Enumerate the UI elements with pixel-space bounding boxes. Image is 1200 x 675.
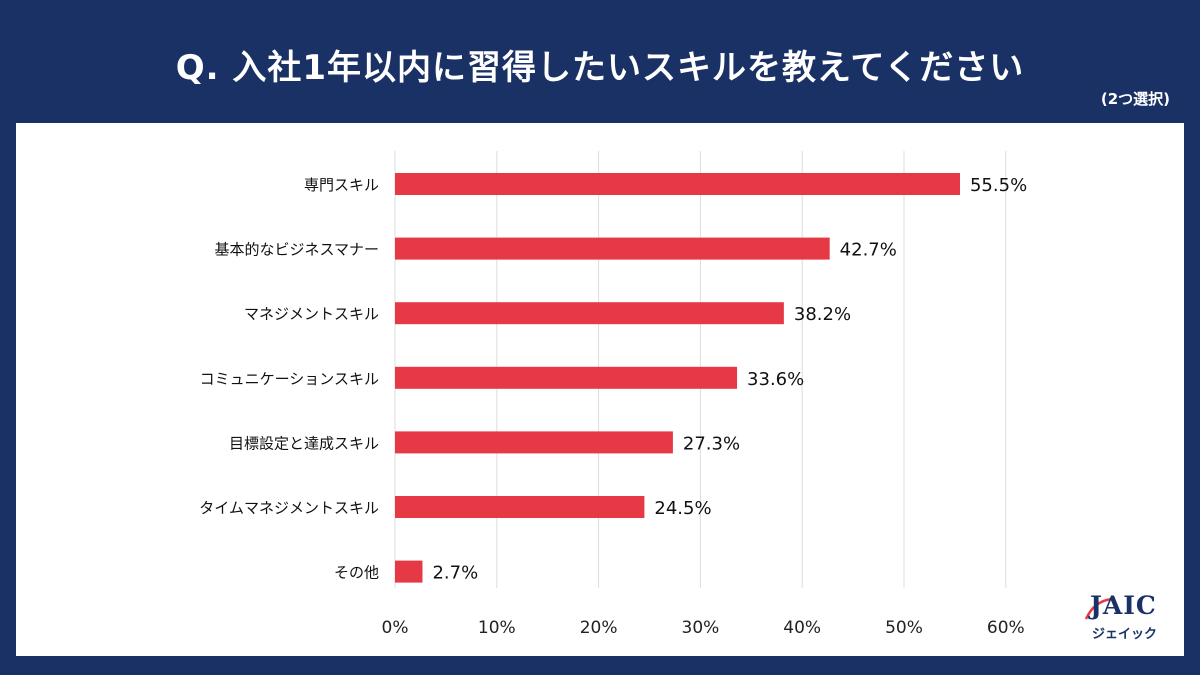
jaic-logo: JAIC ジェイック [1082,591,1166,647]
x-tick-label: 10% [478,618,516,638]
category-label: タイムマネジメントスキル [199,499,379,517]
bar-5 [395,496,645,518]
value-label: 24.5% [654,498,711,519]
bar-1 [395,237,830,260]
value-label: 33.6% [747,369,804,390]
value-label: 42.7% [840,240,897,261]
bar-2 [395,302,784,325]
category-label: 基本的なビジネスマナー [214,241,379,259]
chart-panel: 0% 10% 20% 30% 40% 50% 60% 専門スキル 55.5% 基本的なビジネスマナ… [16,123,1184,656]
x-tick-label: 50% [885,618,923,638]
x-tick-label: 0% [382,618,409,638]
category-label: マネジメントスキル [244,305,379,323]
x-tick-label: 30% [682,618,720,638]
chart-title: Q. 入社1年以内に習得したいスキルを教えてください [175,48,1025,88]
category-label: 専門スキル [304,176,379,194]
bar-6 [395,560,423,583]
x-tick-label: 20% [580,618,618,638]
bar-chart: 0% 10% 20% 30% 40% 50% 60% 専門スキル 55.5% 基本的なビジネスマナ… [199,151,1027,638]
category-label: その他 [334,564,379,582]
logo-subtext: ジェイック [1092,627,1158,642]
logo-text: JAIC [1090,591,1157,620]
x-tick-label: 60% [987,618,1025,638]
category-label: 目標設定と達成スキル [229,434,379,452]
bar-0 [395,173,960,195]
value-label: 55.5% [970,175,1027,196]
value-label: 2.7% [432,563,478,584]
bar-3 [395,366,738,389]
bar-4 [395,431,673,454]
value-label: 38.2% [794,304,851,325]
value-label: 27.3% [683,433,740,454]
selection-note: (2つ選択) [1100,90,1170,108]
category-label: コミュニケーションスキル [200,370,379,388]
x-tick-label: 40% [783,618,821,638]
logo-swoosh-icon [1084,597,1113,620]
